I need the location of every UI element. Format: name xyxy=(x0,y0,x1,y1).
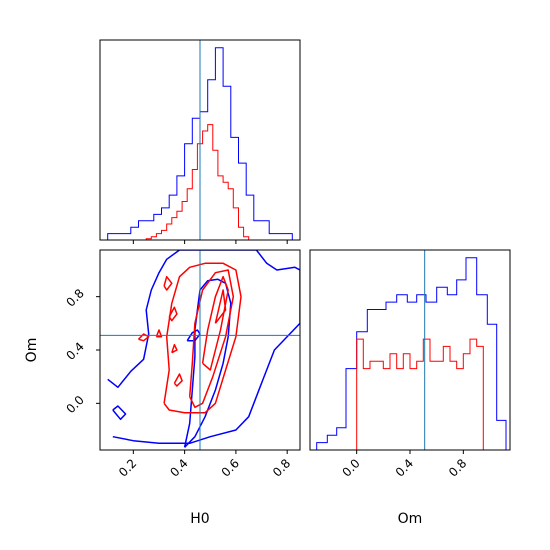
om-hist-tick-label: 0.0 xyxy=(339,456,362,479)
contour-x-tick-label: 0.6 xyxy=(219,456,242,479)
contour-y-tick-label: 0.8 xyxy=(63,286,86,309)
contour-series-b xyxy=(201,275,229,371)
om-hist-frame xyxy=(309,249,511,451)
h0-hist-frame xyxy=(99,39,301,241)
contour-series-a xyxy=(112,405,127,421)
contour-y-tick-label: 0.0 xyxy=(63,393,86,416)
contour-x-tick-label: 0.2 xyxy=(116,456,139,479)
x-axis-label-h0: H0 xyxy=(190,511,209,527)
om-histogram-panel: 0.0 0.4 0.8 xyxy=(309,249,511,480)
x-axis-label-om: Om xyxy=(398,511,423,527)
contour-clip-group xyxy=(107,250,300,448)
h0-histogram-panel xyxy=(99,39,301,244)
om-hist-series-b xyxy=(356,338,490,451)
contour-series-b xyxy=(155,329,163,338)
contour-series-b xyxy=(163,275,173,291)
contour-series-a xyxy=(107,250,300,445)
contour-series-b xyxy=(173,373,183,387)
contour-x-tick-label: 0.4 xyxy=(167,456,190,479)
y-axis-label-om: Om xyxy=(24,338,40,363)
contour-y-tick-label: 0.4 xyxy=(63,339,86,362)
h0-om-contour-panel: 0.2 0.4 0.6 0.8 0.0 0.4 0.8 xyxy=(63,249,301,480)
om-hist-tick-label: 0.8 xyxy=(446,456,469,479)
contour-series-b xyxy=(171,343,178,354)
contour-x-tick-label: 0.8 xyxy=(270,456,293,479)
contour-series-a xyxy=(183,278,232,448)
om-hist-series-a xyxy=(316,257,507,450)
om-hist-tick-label: 0.4 xyxy=(393,456,416,479)
h0-hist-series-b xyxy=(145,124,250,240)
contour-series-b xyxy=(188,269,235,409)
contour-series-b xyxy=(214,289,227,324)
contour-series-b xyxy=(168,306,178,322)
contour-series-b xyxy=(163,262,242,414)
